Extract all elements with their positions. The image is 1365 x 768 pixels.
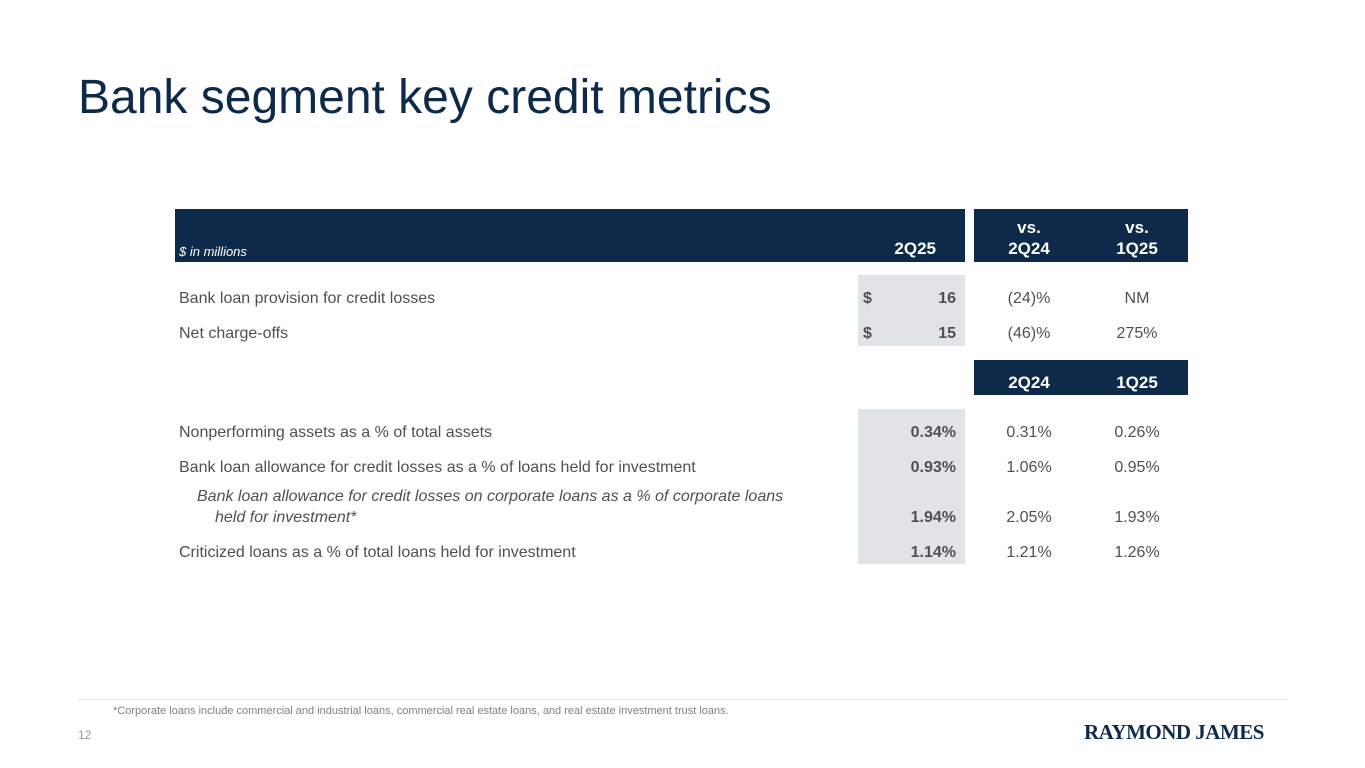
- column-header-2q25: 2Q25: [894, 239, 936, 258]
- vs-2q24-value: (24)%: [1007, 290, 1051, 307]
- footer-divider: [78, 699, 1288, 700]
- row-label: Bank loan provision for credit losses: [179, 290, 436, 307]
- column-header-vs-1q25-line1: vs.: [1125, 218, 1149, 237]
- row-label: Criticized loans as a % of total loans h…: [179, 544, 576, 561]
- row-label-line2: held for investment*: [215, 509, 357, 526]
- column-header-vs-1q25-line2: 1Q25: [1116, 239, 1158, 258]
- column-header-vs-2q24-line1: vs.: [1017, 218, 1041, 237]
- current-value: 16: [938, 290, 956, 307]
- currency-symbol: $: [863, 325, 872, 342]
- 2q24-value: 1.21%: [1006, 544, 1052, 561]
- row-label: Nonperforming assets as a % of total ass…: [179, 424, 493, 441]
- header-divider: [965, 209, 974, 262]
- row-label: Net charge-offs: [179, 325, 289, 342]
- current-value: 15: [938, 325, 956, 342]
- 2q24-value: 0.31%: [1006, 424, 1052, 441]
- column-header-vs-2q24: vs. 2Q24: [990, 217, 1068, 259]
- page-number: 12: [78, 728, 92, 742]
- column-header-1q25: 1Q25: [1116, 373, 1158, 392]
- current-value: 1.94%: [910, 509, 956, 526]
- table-header-bar: [175, 209, 1188, 262]
- column-header-2q24: 2Q24: [1008, 373, 1050, 392]
- 2q24-value: 2.05%: [1006, 509, 1052, 526]
- vs-2q24-value: (46)%: [1007, 325, 1051, 342]
- vs-1q25-value: 275%: [1116, 325, 1158, 342]
- 1q25-value: 0.95%: [1114, 459, 1160, 476]
- current-period-highlight-2: [858, 409, 965, 564]
- current-value: 1.14%: [910, 544, 956, 561]
- section2-header-bar: [974, 360, 1188, 395]
- footnote: *Corporate loans include commercial and …: [113, 705, 729, 717]
- row-label-line1: Bank loan allowance for credit losses on…: [197, 488, 784, 505]
- 1q25-value: 1.26%: [1114, 544, 1160, 561]
- slide-title: Bank segment key credit metrics: [78, 71, 772, 124]
- units-label: $ in millions: [179, 244, 247, 259]
- current-period-highlight-1: [858, 275, 965, 346]
- 1q25-value: 1.93%: [1114, 509, 1160, 526]
- vs-1q25-value: NM: [1124, 290, 1150, 307]
- 2q24-value: 1.06%: [1006, 459, 1052, 476]
- currency-symbol: $: [863, 290, 872, 307]
- current-value: 0.93%: [910, 459, 956, 476]
- column-header-vs-1q25: vs. 1Q25: [1098, 217, 1176, 259]
- column-header-vs-2q24-line2: 2Q24: [1008, 239, 1050, 258]
- row-label: Bank loan allowance for credit losses as…: [179, 459, 696, 476]
- 1q25-value: 0.26%: [1114, 424, 1160, 441]
- raymond-james-logo: RAYMOND JAMES: [1084, 720, 1264, 744]
- current-value: 0.34%: [910, 424, 956, 441]
